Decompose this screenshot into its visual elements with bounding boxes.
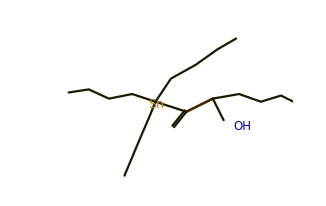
Text: OH: OH: [233, 120, 251, 133]
Text: Sn: Sn: [148, 97, 164, 111]
